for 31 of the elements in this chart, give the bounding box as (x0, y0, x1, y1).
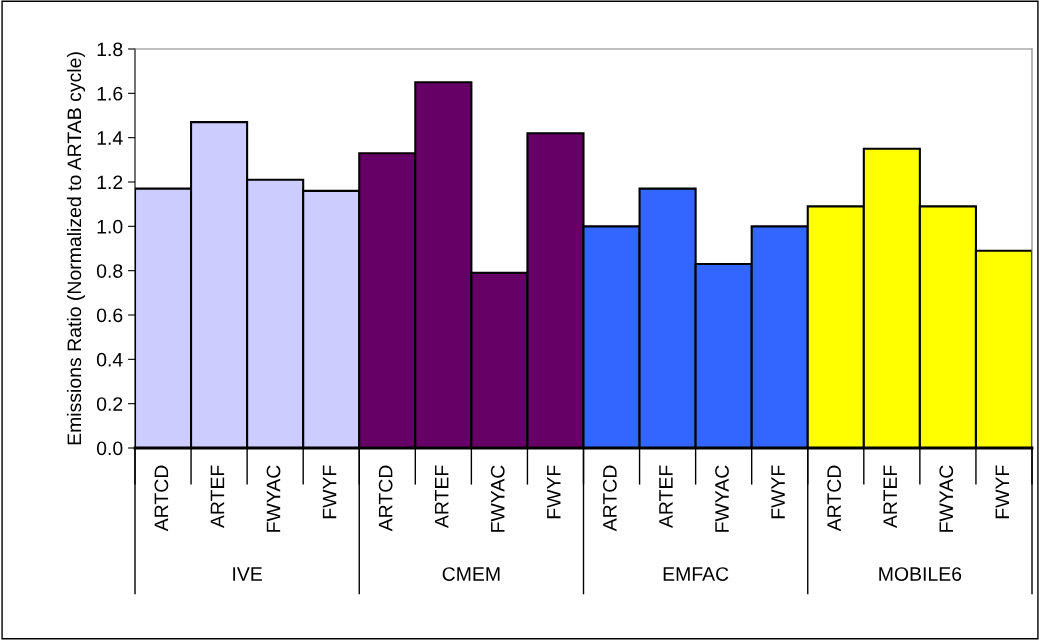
x-tick-label: FWYAC (715, 465, 729, 532)
y-tick-label: 0.4 (96, 352, 123, 367)
text: MOBILE6 (879, 567, 962, 581)
x-tick-label: FWYAC (266, 465, 281, 532)
x-tick-label: FWYF (547, 465, 561, 519)
x-tick-label: ARTEF (210, 465, 225, 529)
x-tick-label: ARTCD (602, 465, 617, 532)
y-tick-label: 1.6 (97, 86, 123, 101)
x-tick-label: ARTEF (883, 465, 897, 529)
x-tick-label: FWYAC (939, 465, 954, 532)
x-tick-label: ARTEF (659, 465, 673, 529)
y-tick-label: 0.0 (96, 441, 123, 456)
text: CMEM (442, 567, 500, 581)
y-axis-title: Emissions Ratio (Normalized to ARTAB cycle) (66, 52, 86, 445)
x-tick-label: FWYF (995, 465, 1009, 519)
y-tick-label: 1.4 (97, 131, 123, 145)
x-tick-label: FWYF (322, 465, 337, 519)
y-tick-label: 0.2 (96, 397, 123, 411)
text: IVE (233, 567, 262, 581)
y-tick-label: 1.0 (97, 219, 123, 234)
x-tick-label: ARTCD (378, 465, 393, 532)
x-tick-label: ARTCD (154, 465, 169, 532)
x-tick-label: FWYF (771, 465, 785, 519)
text: EMFAC (663, 567, 729, 581)
y-tick-label: 0.6 (96, 308, 123, 323)
x-tick-label: ARTCD (827, 465, 841, 532)
x-tick-label: FWYAC (490, 465, 505, 532)
y-tick-label: 1.2 (97, 175, 123, 190)
x-tick-label: ARTEF (434, 465, 449, 529)
y-tick-label: 0.8 (96, 264, 123, 278)
y-tick-label: 1.8 (97, 42, 123, 57)
